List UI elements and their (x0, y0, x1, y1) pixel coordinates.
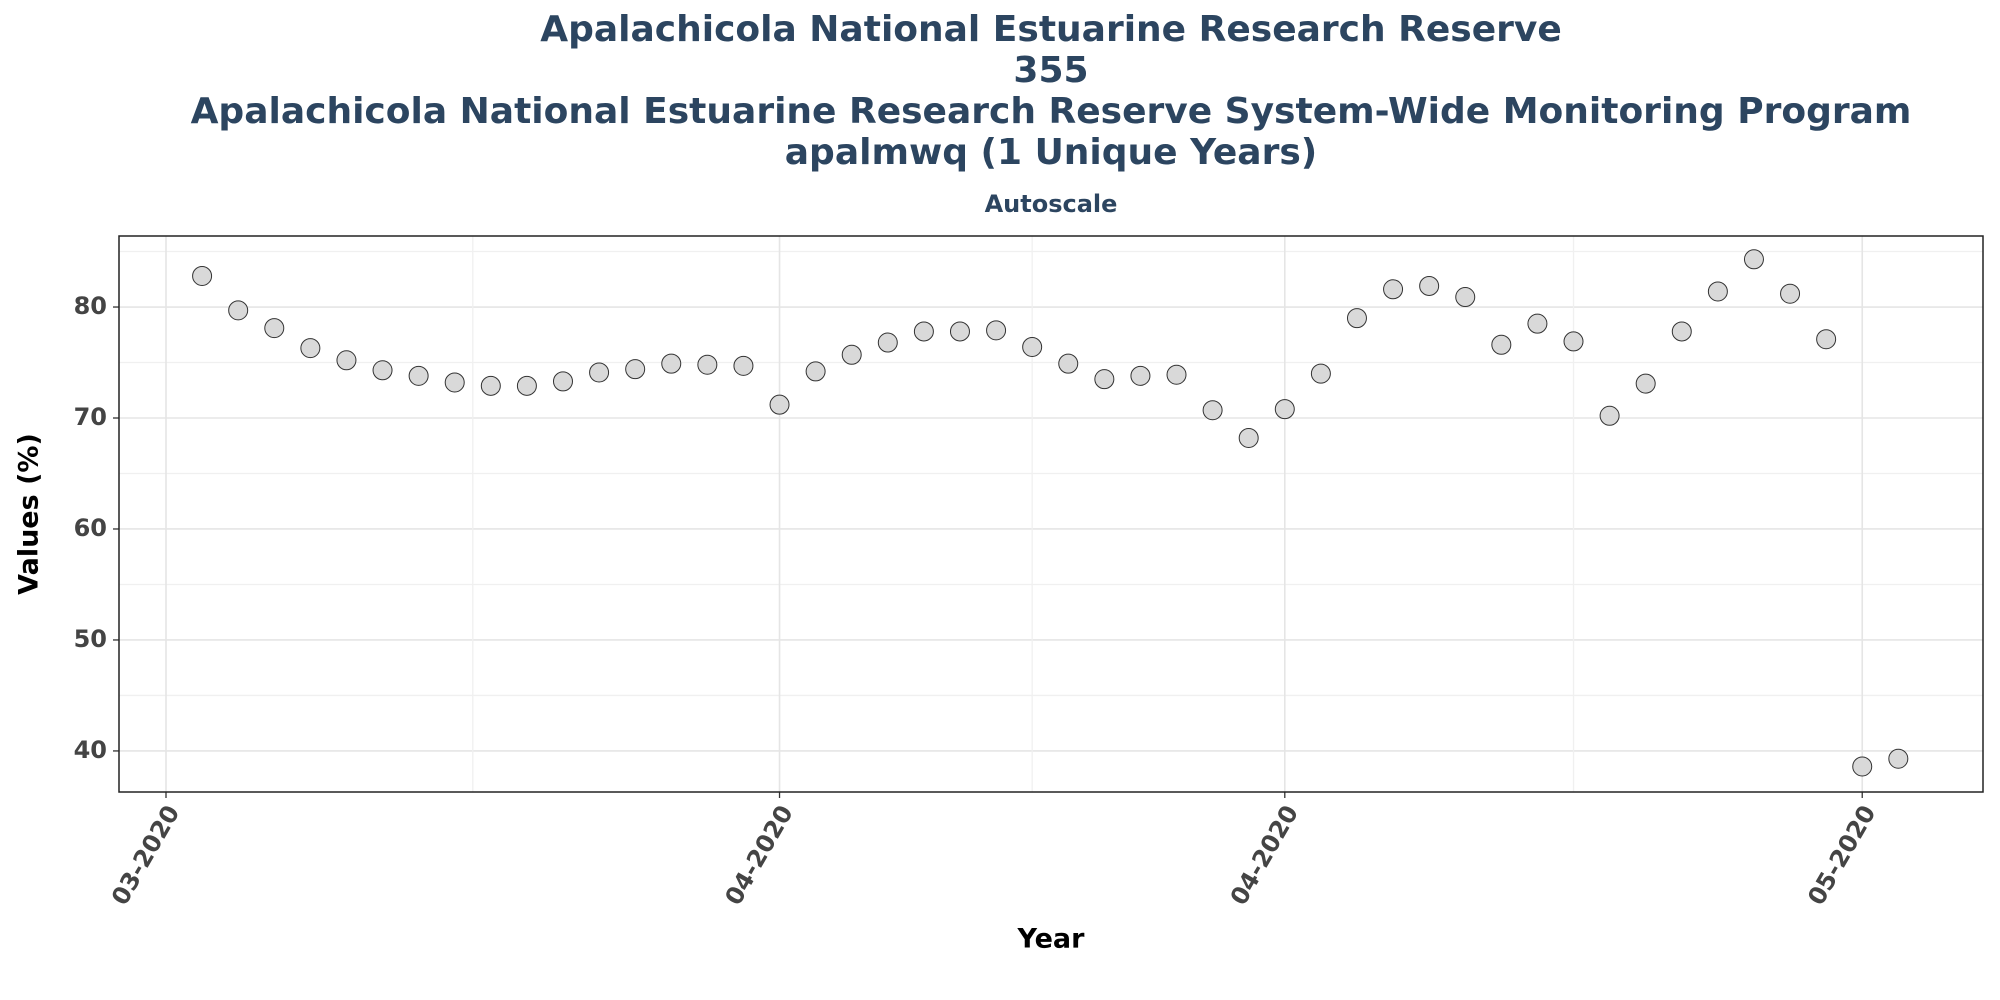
point (1310, 363, 1331, 384)
point (1022, 336, 1043, 357)
point (1671, 321, 1692, 342)
x-tick-label: 05-2020 (1802, 801, 1881, 910)
plot-border (118, 235, 1984, 793)
point (444, 372, 465, 393)
point (1202, 400, 1223, 421)
point (1491, 334, 1512, 355)
x-tick-label: 04-2020 (719, 801, 798, 910)
point (1238, 427, 1259, 448)
y-tick-label: 80 (74, 292, 107, 320)
point (1743, 249, 1764, 270)
point (805, 361, 826, 382)
point (516, 375, 537, 396)
chart-subtitle: Autoscale (985, 190, 1118, 218)
x-axis-label: Year (1017, 924, 1086, 955)
y-axis-label: Values (%) (14, 433, 45, 595)
point (589, 362, 610, 383)
point (1599, 405, 1620, 426)
point (336, 350, 357, 371)
chart-title-line: Apalachicola National Estuarine Research… (540, 9, 1562, 50)
y-tick-label: 60 (74, 514, 107, 542)
point (1346, 308, 1367, 329)
point (408, 365, 429, 386)
point (1780, 283, 1801, 304)
point (661, 353, 682, 374)
point (480, 375, 501, 396)
point (1130, 365, 1151, 386)
point (1383, 279, 1404, 300)
point (1527, 313, 1548, 334)
point (228, 300, 249, 321)
point (769, 394, 790, 415)
point (733, 355, 754, 376)
y-tick-label: 50 (74, 625, 107, 653)
point (1058, 353, 1079, 374)
point (697, 354, 718, 375)
point (552, 371, 573, 392)
point (1094, 369, 1115, 390)
point (1852, 756, 1873, 777)
point (841, 344, 862, 365)
chart-title-line: 355 (1013, 50, 1088, 91)
point (949, 321, 970, 342)
point (1635, 373, 1656, 394)
point (300, 338, 321, 359)
point (1455, 287, 1476, 308)
point (1816, 329, 1837, 350)
x-tick-label: 03-2020 (106, 801, 185, 910)
point (372, 360, 393, 381)
plot-background (119, 236, 1983, 792)
point (192, 265, 213, 286)
chart-title-line: apalmwq (1 Unique Years) (785, 132, 1317, 173)
point (1419, 275, 1440, 296)
point (913, 321, 934, 342)
point (1707, 281, 1728, 302)
point (1274, 399, 1295, 420)
point (1888, 748, 1909, 769)
point (877, 332, 898, 353)
point (986, 320, 1007, 341)
y-tick-label: 70 (74, 403, 107, 431)
chart-title-line: Apalachicola National Estuarine Research… (191, 91, 1912, 132)
x-tick-label: 04-2020 (1225, 801, 1304, 910)
point (625, 359, 646, 380)
point (264, 318, 285, 339)
point (1166, 364, 1187, 385)
point (1563, 331, 1584, 352)
y-tick-label: 40 (74, 736, 107, 764)
